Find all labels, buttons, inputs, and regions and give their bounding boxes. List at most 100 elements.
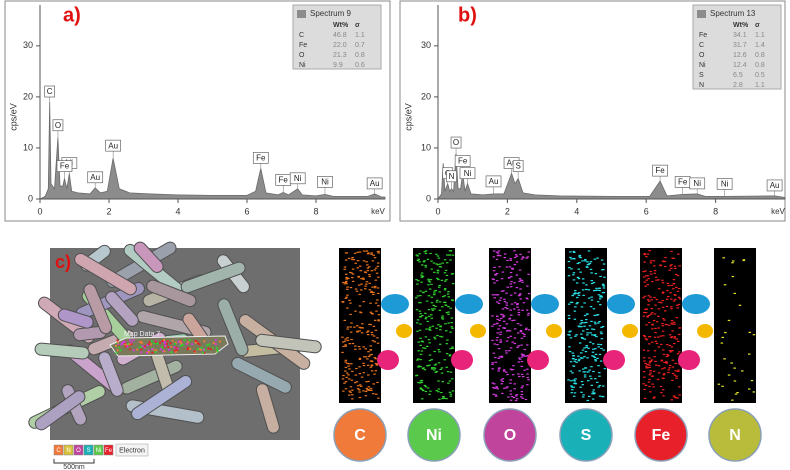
map-pixel <box>355 367 358 370</box>
x-tick-label: 0 <box>37 206 42 216</box>
map-pixel <box>423 384 427 387</box>
map-pixel <box>567 303 571 305</box>
map-pixel <box>521 257 525 259</box>
inset-swatch <box>697 10 706 18</box>
map-pixel <box>511 341 514 343</box>
map-pixel <box>659 385 663 388</box>
map-pixel <box>567 275 571 277</box>
map-pixel <box>671 257 674 259</box>
map-pixel <box>366 253 370 255</box>
map-pixel <box>429 279 433 281</box>
map-pixel <box>513 256 517 259</box>
peak-label-box <box>450 136 462 149</box>
map-pixel <box>351 394 354 396</box>
map-pixel <box>643 336 647 338</box>
map-pixel <box>368 389 371 391</box>
map-pixel <box>491 363 494 365</box>
map-pixel <box>660 343 663 346</box>
map-pixel <box>418 301 421 304</box>
map-pixel <box>643 357 646 359</box>
map-pixel <box>517 309 521 311</box>
map-pixel <box>356 385 360 387</box>
map-pixel <box>507 277 511 279</box>
x-tick-label: 2 <box>505 206 510 216</box>
map-pixel <box>373 257 377 259</box>
map-pixel <box>592 389 595 391</box>
map-pixel <box>511 267 514 270</box>
map-pixel <box>520 360 524 363</box>
map-pixel <box>359 385 363 387</box>
map-pixel <box>419 387 423 389</box>
map-pixel <box>644 384 648 386</box>
peak-label: Au <box>90 173 100 182</box>
x-tick-label: 2 <box>106 206 111 216</box>
peak-label: Ni <box>321 178 329 187</box>
map-pixel <box>417 365 421 367</box>
map-dot <box>200 346 203 350</box>
map-pixel <box>526 368 529 370</box>
map-pixel <box>437 349 440 351</box>
map-pixel <box>583 325 586 327</box>
map-pixel <box>662 353 666 356</box>
map-pixel <box>580 333 583 335</box>
map-pixel <box>359 289 363 291</box>
map-pixel <box>520 391 524 393</box>
map-pixel <box>364 395 368 397</box>
map-pixel <box>516 303 519 305</box>
map-pixel <box>670 284 673 287</box>
map-pixel <box>367 380 370 383</box>
map-pixel <box>525 297 529 299</box>
map-pixel <box>446 371 450 373</box>
map-dot <box>207 347 210 350</box>
map-pixel <box>441 262 444 264</box>
map-pixel <box>419 295 422 297</box>
map-pixel <box>374 302 378 304</box>
map-pixel <box>509 271 513 274</box>
inset-cell: 0.6 <box>355 62 365 69</box>
peak-label: Au <box>507 159 517 168</box>
y-tick-label: 30 <box>421 40 431 50</box>
map-pixel <box>362 372 366 374</box>
map-pixel <box>374 279 378 281</box>
map-pixel <box>654 340 658 342</box>
map-pixel <box>584 260 587 262</box>
map-pixel <box>498 367 501 369</box>
y-axis-label: cps/eV <box>403 103 413 131</box>
map-pixel <box>450 326 454 328</box>
map-pixel <box>448 354 452 356</box>
map-pixel <box>491 325 494 327</box>
map-pixel <box>584 258 587 261</box>
map-pixel <box>569 361 573 363</box>
map-pixel <box>349 386 353 388</box>
map-dot <box>138 346 141 349</box>
map-pixel <box>359 311 362 313</box>
map-pixel <box>417 350 420 352</box>
map-pixel <box>597 294 601 296</box>
map-pixel <box>428 359 432 362</box>
map-pixel <box>660 360 664 362</box>
map-pixel <box>354 288 358 290</box>
map-pixel <box>508 350 511 352</box>
map-pixel <box>415 254 419 256</box>
map-pixel <box>344 281 348 284</box>
map-pixel <box>582 371 585 373</box>
map-pixel <box>349 391 352 393</box>
map-pixel <box>593 321 597 323</box>
map-pixel <box>675 375 678 377</box>
y-tick-label: 10 <box>421 142 431 152</box>
map-pixel <box>522 355 526 357</box>
map-pixel <box>661 322 664 325</box>
map-pixel <box>446 293 450 295</box>
map-pixel <box>526 376 529 379</box>
map-pixel <box>502 369 506 371</box>
map-pixel <box>654 304 657 306</box>
map-pixel <box>585 346 588 348</box>
map-dot <box>175 346 178 349</box>
map-pixel <box>671 330 674 332</box>
map-pixel <box>505 371 508 373</box>
map-pixel <box>499 339 502 341</box>
map-pixel <box>344 381 348 383</box>
map-pixel <box>436 334 439 337</box>
map-pixel <box>366 333 370 336</box>
map-dot <box>161 340 164 343</box>
